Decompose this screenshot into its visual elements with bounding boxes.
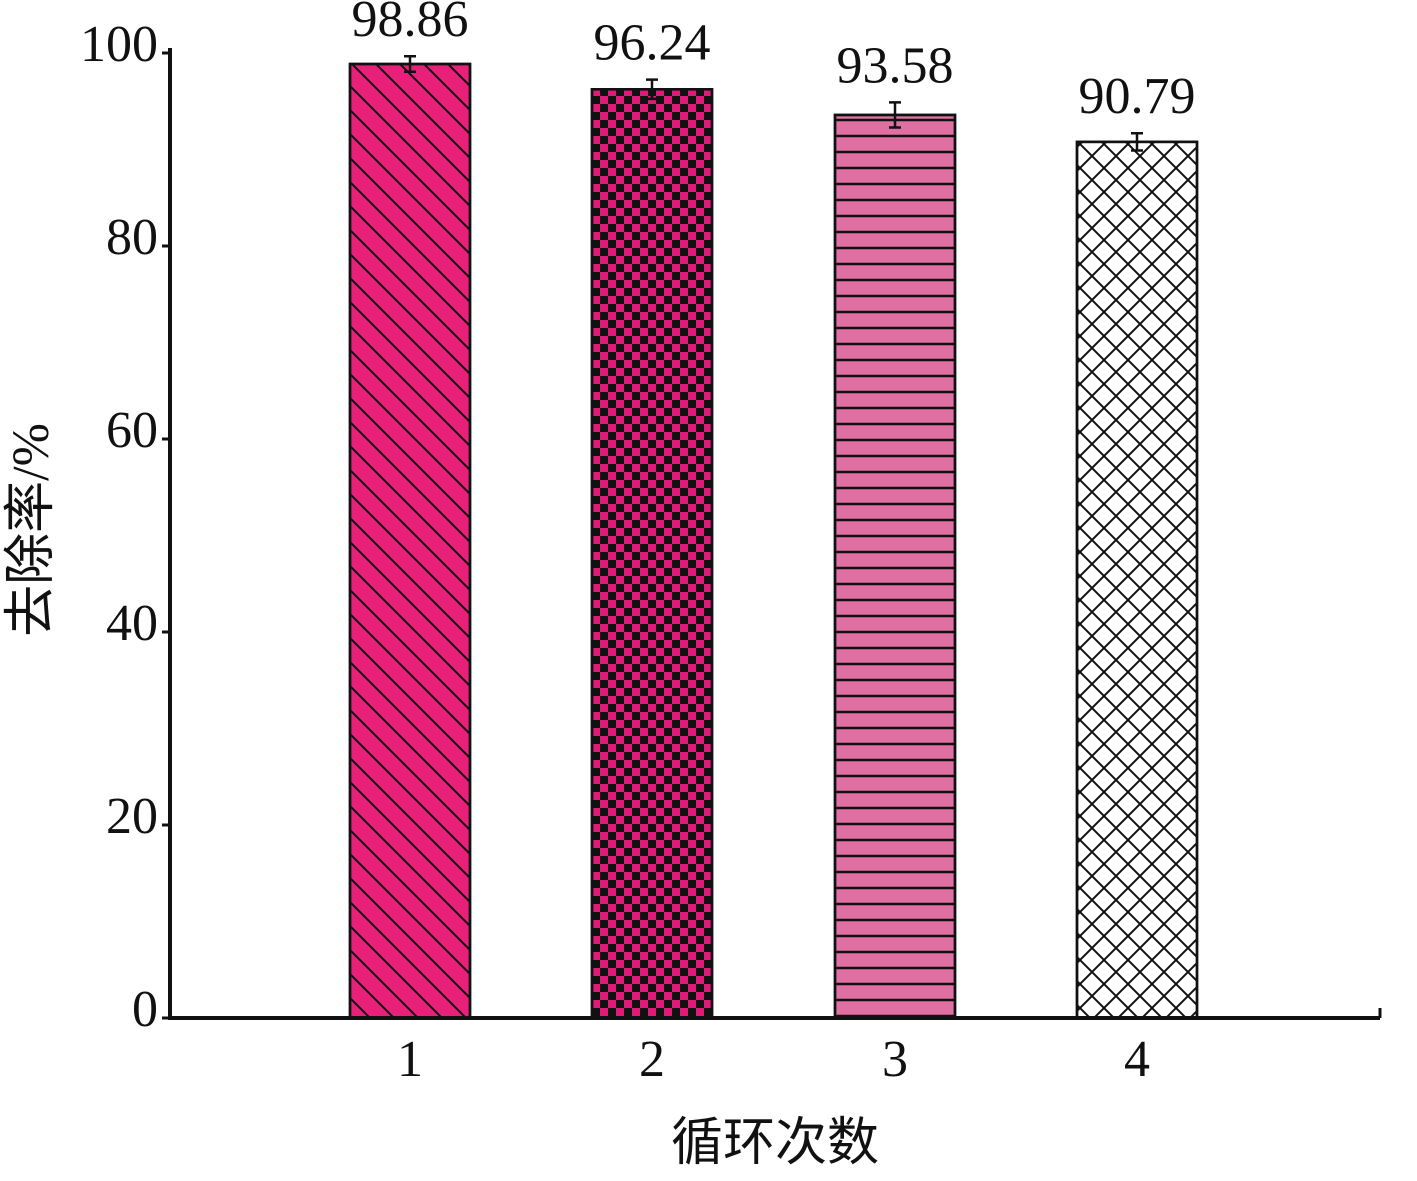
y-tick-label: 80 xyxy=(106,209,158,266)
y-axis-label: 去除率/% xyxy=(3,423,60,637)
data-label: 98.86 xyxy=(352,0,469,48)
x-tick-label: 4 xyxy=(1124,1031,1150,1088)
x-axis-label: 循环次数 xyxy=(671,1115,879,1172)
bar-pattern xyxy=(590,88,714,1020)
bar-pattern xyxy=(833,113,957,1020)
y-tick-label: 0 xyxy=(132,981,158,1038)
y-tick-label: 60 xyxy=(106,402,158,459)
error-bar xyxy=(1131,131,1143,152)
x-tick-label: 3 xyxy=(882,1031,908,1088)
error-bar xyxy=(889,101,901,129)
x-tick-label: 1 xyxy=(397,1031,423,1088)
x-tick-label: 2 xyxy=(639,1031,665,1088)
data-label: 96.24 xyxy=(594,15,711,72)
bar-pattern xyxy=(1075,140,1199,1020)
y-tick-label: 100 xyxy=(80,16,158,73)
error-bar xyxy=(404,55,416,73)
error-bar xyxy=(646,78,658,101)
data-label: 93.58 xyxy=(837,37,954,94)
data-label: 90.79 xyxy=(1079,68,1196,125)
y-tick-label: 20 xyxy=(106,788,158,845)
bar-pattern xyxy=(348,62,472,1020)
y-tick-label: 40 xyxy=(106,595,158,652)
